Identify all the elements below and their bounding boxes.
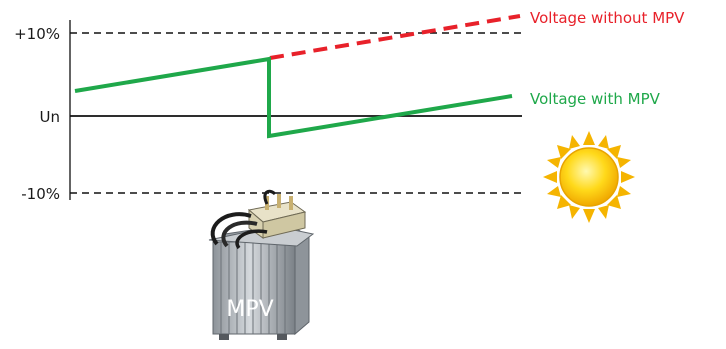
transformer-label: MPV xyxy=(226,297,273,322)
transformer-icon xyxy=(208,189,315,340)
house-pv-1: PV xyxy=(107,227,163,258)
house-pv-3: PV xyxy=(443,227,499,258)
label-plus10: +10% xyxy=(14,25,60,43)
house-pv-label: PV xyxy=(134,236,163,258)
voltage-with-mpv-line xyxy=(74,56,513,139)
legend-with-mpv: Voltage with MPV xyxy=(530,90,661,108)
label-un: Un xyxy=(40,108,61,126)
house-pv-label: PV xyxy=(470,236,499,258)
sun-icon xyxy=(543,131,635,223)
voltage-without-mpv-line xyxy=(269,14,521,60)
house-pv-2: PV xyxy=(339,227,395,258)
label-minus10: -10% xyxy=(21,185,60,203)
legend-without-mpv: Voltage without MPV xyxy=(530,9,685,27)
house-pv-label: PV xyxy=(366,236,395,258)
